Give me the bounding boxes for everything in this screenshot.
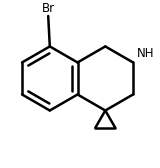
Text: NH: NH [137, 47, 154, 60]
Text: Br: Br [42, 2, 55, 15]
